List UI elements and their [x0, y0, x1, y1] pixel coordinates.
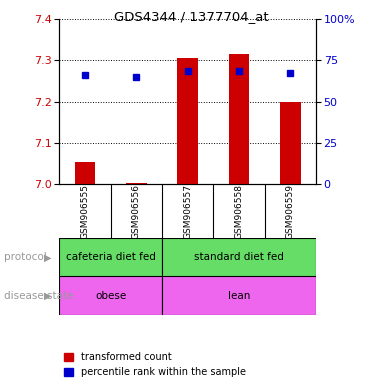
Text: GSM906557: GSM906557 — [183, 184, 192, 239]
Text: GSM906558: GSM906558 — [234, 184, 244, 239]
Legend: transformed count, percentile rank within the sample: transformed count, percentile rank withi… — [64, 353, 246, 377]
Text: disease state: disease state — [4, 291, 73, 301]
Text: lean: lean — [228, 291, 250, 301]
Text: GSM906555: GSM906555 — [80, 184, 90, 239]
Text: protocol: protocol — [4, 252, 47, 262]
Bar — [59, 276, 162, 315]
Text: standard diet fed: standard diet fed — [194, 252, 284, 262]
Text: cafeteria diet fed: cafeteria diet fed — [66, 252, 155, 262]
Bar — [162, 276, 316, 315]
Text: GSM906559: GSM906559 — [286, 184, 295, 239]
Text: GSM906556: GSM906556 — [132, 184, 141, 239]
Bar — [126, 183, 147, 184]
Bar — [177, 58, 198, 184]
Bar — [229, 54, 249, 184]
Bar — [59, 238, 162, 276]
Bar — [162, 238, 316, 276]
Text: obese: obese — [95, 291, 126, 301]
Text: ▶: ▶ — [44, 252, 52, 262]
Bar — [280, 102, 301, 184]
Text: ▶: ▶ — [44, 291, 52, 301]
Bar — [75, 162, 95, 184]
Text: GDS4344 / 1377704_at: GDS4344 / 1377704_at — [114, 10, 269, 23]
